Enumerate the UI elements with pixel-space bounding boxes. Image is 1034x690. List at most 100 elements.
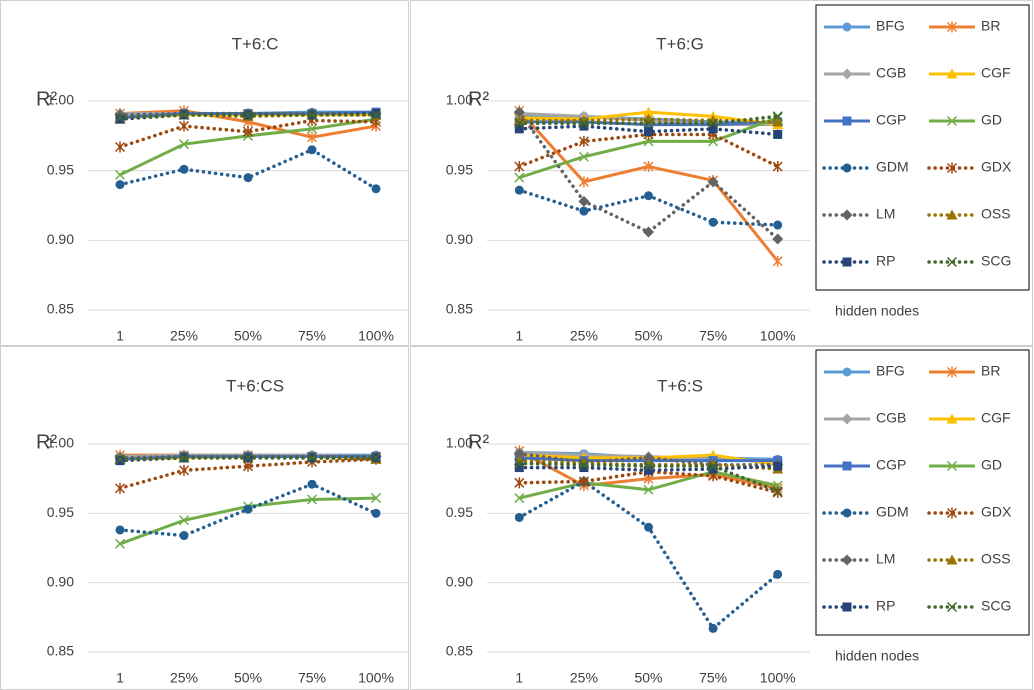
y-tick-label: 0.95 <box>446 504 473 520</box>
legend-label: GDX <box>981 159 1012 175</box>
marker <box>514 512 524 522</box>
legend-label: CGF <box>981 410 1011 426</box>
y-axis-label: R² <box>36 431 57 453</box>
x-tick-label: 75% <box>699 670 727 686</box>
marker <box>179 531 189 541</box>
marker <box>306 123 318 134</box>
marker <box>242 452 254 463</box>
marker <box>842 508 852 518</box>
marker <box>514 118 525 129</box>
x-tick-label: 75% <box>298 670 326 686</box>
marker <box>242 109 254 120</box>
marker <box>773 129 783 139</box>
series-line <box>118 457 378 491</box>
marker <box>946 507 958 519</box>
marker <box>579 463 589 473</box>
marker <box>514 477 525 489</box>
marker <box>644 191 653 201</box>
marker <box>708 217 718 227</box>
x-tick-label: 75% <box>298 328 326 344</box>
x-tick-label: 25% <box>170 328 198 344</box>
marker <box>578 195 590 207</box>
legend-box <box>815 349 1030 636</box>
marker <box>306 452 318 463</box>
marker <box>371 109 381 119</box>
y-tick-label: 0.90 <box>47 573 74 589</box>
marker <box>772 486 783 497</box>
marker <box>708 118 719 129</box>
legend-label: RP <box>876 253 895 269</box>
marker <box>578 151 589 162</box>
marker <box>578 135 589 147</box>
marker <box>514 463 524 473</box>
marker <box>644 522 653 532</box>
x-tick-label: 25% <box>170 670 198 686</box>
marker <box>114 169 126 180</box>
series-line <box>118 118 378 149</box>
x-tick-label: 25% <box>570 670 598 686</box>
marker <box>306 109 318 120</box>
marker <box>514 124 524 134</box>
x-tick-label: 50% <box>634 328 662 344</box>
marker <box>371 508 381 518</box>
marker <box>178 120 190 132</box>
marker <box>643 106 654 117</box>
legend-label: BR <box>981 363 1000 379</box>
marker <box>772 160 783 172</box>
marker <box>841 68 853 80</box>
y-tick-label: 0.85 <box>47 301 74 317</box>
marker <box>841 413 853 425</box>
marker <box>842 116 852 126</box>
y-tick-label: 0.90 <box>446 231 473 247</box>
marker <box>946 601 958 613</box>
marker <box>708 124 718 134</box>
marker <box>773 220 783 230</box>
marker <box>772 233 784 245</box>
marker <box>643 160 654 172</box>
legend-label: SCG <box>981 253 1011 269</box>
legend-label: BFG <box>876 18 905 34</box>
legend-label: CGB <box>876 65 906 81</box>
legend-label: GDM <box>876 504 909 520</box>
marker <box>773 569 783 579</box>
marker <box>643 226 654 238</box>
marker <box>114 538 126 549</box>
marker <box>114 482 126 494</box>
marker <box>946 256 958 268</box>
marker <box>946 413 958 424</box>
marker <box>643 118 654 129</box>
marker <box>514 458 525 469</box>
chart-title: T+6:S <box>657 376 703 395</box>
legend-label: CGF <box>981 65 1011 81</box>
marker <box>578 118 589 129</box>
marker <box>115 525 125 535</box>
y-tick-label: 1.00 <box>47 92 74 108</box>
legend-label: RP <box>876 598 895 614</box>
marker <box>578 459 589 470</box>
marker <box>773 461 783 471</box>
marker <box>842 602 852 612</box>
series-line <box>517 479 780 632</box>
y-tick-label: 0.95 <box>47 504 74 520</box>
x-tick-label: 50% <box>234 670 262 686</box>
legend-label: GD <box>981 112 1002 128</box>
marker <box>179 164 189 174</box>
marker <box>643 484 654 495</box>
marker <box>946 21 958 33</box>
legend-label: BFG <box>876 363 905 379</box>
marker <box>514 185 524 195</box>
marker <box>946 554 958 565</box>
marker <box>643 452 654 464</box>
marker <box>114 454 126 465</box>
x-tick-label: 100% <box>358 328 394 344</box>
x-axis-label: hidden nodes <box>835 648 919 664</box>
chart-title: T+6:G <box>656 34 704 53</box>
marker <box>946 115 958 127</box>
legend-box <box>815 4 1030 291</box>
marker <box>841 554 853 566</box>
marker <box>842 22 852 32</box>
marker <box>370 452 382 463</box>
marker <box>242 460 254 472</box>
marker <box>513 106 525 118</box>
y-tick-label: 1.00 <box>47 435 74 451</box>
